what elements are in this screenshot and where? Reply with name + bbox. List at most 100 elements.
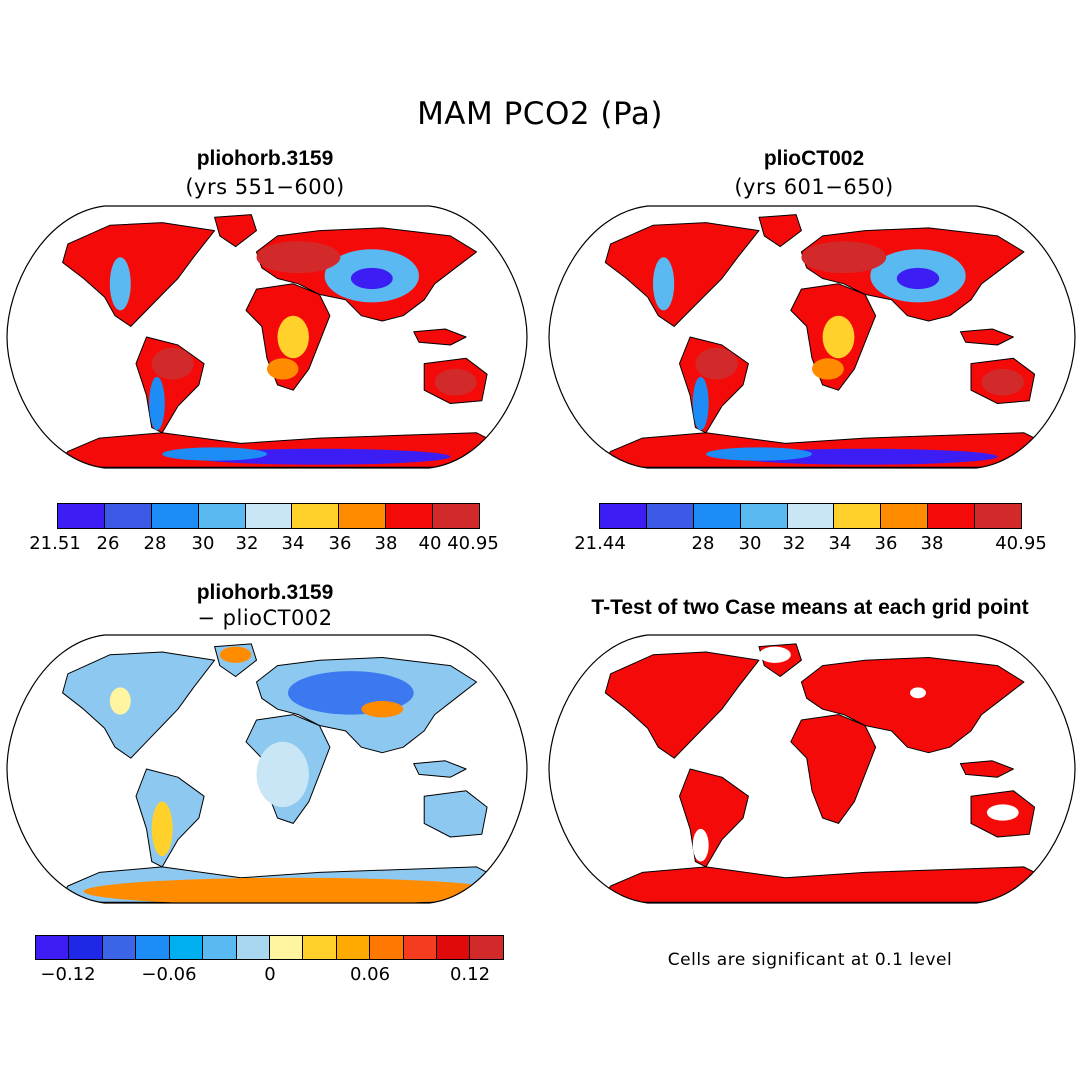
tibet-diff-region [361, 701, 404, 718]
colorbar-tick-label: 40.95 [995, 533, 1047, 554]
rockies-region [109, 257, 131, 311]
landmass-australia [423, 790, 488, 838]
landmass-indonesia [959, 328, 1014, 346]
colorbar-swatch [881, 504, 929, 528]
colorbar-ticks-top-left: 21.51 26 28 30 32 34 36 38 40 40.95 [0, 533, 540, 559]
colorbar-tick-label: 26 [96, 533, 120, 554]
antarctic-diff-region [83, 877, 503, 903]
east-africa-region [277, 315, 309, 359]
colorbar-bottom-left [35, 935, 504, 960]
colorbar-top-left [57, 503, 480, 529]
colorbar-swatch [834, 504, 882, 528]
colorbar-swatch [370, 936, 404, 959]
colorbar-tick-label: 36 [874, 533, 898, 554]
landmass-indonesia [413, 760, 467, 778]
australia-interior [434, 368, 477, 396]
andes-nonsig [692, 828, 709, 862]
amazon-region [151, 347, 194, 380]
landmass-greenland [758, 214, 802, 248]
colorbar-tick-label: −0.12 [40, 964, 96, 985]
colorbar-tick-label: 38 [374, 533, 398, 554]
australia-interior [981, 368, 1024, 396]
landmass-eurasia [800, 657, 1025, 754]
colorbar-tick-label: 38 [920, 533, 944, 554]
south-africa-region [812, 358, 844, 380]
colorbar-swatch [236, 936, 270, 959]
colorbar-swatch [36, 936, 70, 959]
colorbar-tick-label: 0.12 [449, 964, 491, 985]
colorbar-swatch [403, 936, 438, 959]
landmass-northAmerica [604, 651, 760, 759]
colorbar-swatch [69, 936, 103, 959]
colorbar-swatch [151, 504, 199, 528]
andes-region [149, 376, 165, 431]
landmass-northAmerica [604, 222, 760, 327]
east-africa-region [822, 315, 855, 359]
figure-title: MAM PCO2 (Pa) [417, 96, 663, 132]
panel-title-top-left: pliohorb.3159 [196, 147, 334, 170]
map-top-right [548, 205, 1076, 469]
colorbar-tick-label: 21.44 [574, 533, 626, 554]
colorbar-tick-label: 32 [782, 533, 806, 554]
map-bottom-right [548, 634, 1076, 904]
tibet-core-region [350, 267, 393, 290]
colorbar-tick-label: 28 [691, 533, 715, 554]
colorbar-ticks-top-right: 21.44 28 30 32 34 36 38 40.95 [540, 533, 1080, 559]
colorbar-tick-label: 34 [828, 533, 852, 554]
colorbar-tick-label: 36 [328, 533, 352, 554]
siberia-region [256, 241, 341, 274]
colorbar-swatch [104, 504, 152, 528]
colorbar-tick-label: 40 [418, 533, 442, 554]
map-top-left [6, 205, 528, 469]
colorbar-tick-label: 30 [191, 533, 215, 554]
map-frame [6, 634, 528, 904]
colorbar-tick-label: 28 [143, 533, 167, 554]
colorbar-swatch [339, 504, 387, 528]
colorbar-ticks-bottom-left: −0.12 −0.06 0 0.06 0.12 [0, 964, 540, 990]
colorbar-swatch [433, 504, 480, 528]
colorbar-swatch [975, 504, 1022, 528]
colorbar-tick-label: 40.95 [447, 533, 499, 554]
africa-diff-region [256, 741, 309, 808]
colorbar-swatch [693, 504, 741, 528]
colorbar-swatch [136, 936, 170, 959]
colorbar-swatch [437, 936, 471, 959]
colorbar-tick-label: 32 [235, 533, 259, 554]
colorbar-tick-label: 34 [281, 533, 305, 554]
colorbar-tick-label: 0.06 [349, 964, 391, 985]
landmass-northAmerica [62, 222, 216, 327]
landmass-africa [790, 714, 877, 824]
panel-title-bottom-left: pliohorb.3159 [196, 581, 334, 604]
significance-note: Cells are significant at 0.1 level [667, 950, 953, 970]
rockies-region [653, 257, 675, 311]
greenland-nonsig [759, 646, 791, 663]
colorbar-top-right [599, 503, 1022, 529]
colorbar-swatch [292, 504, 340, 528]
siberia-region [801, 241, 887, 274]
colorbar-swatch [58, 504, 105, 528]
tibet-core-region [896, 267, 940, 290]
colorbar-swatch [600, 504, 647, 528]
map-frame [548, 634, 1076, 904]
panel-subtitle-top-left: (yrs 551−600) [185, 175, 345, 199]
map-bottom-left [6, 634, 528, 904]
landmass-indonesia [413, 328, 467, 346]
colorbar-swatch [245, 504, 293, 528]
map-frame [6, 205, 528, 469]
antarctic-west [162, 447, 267, 461]
colorbar-swatch [787, 504, 835, 528]
colorbar-swatch [102, 936, 137, 959]
panel-title-top-right: plioCT002 [763, 147, 865, 170]
landmass-greenland [214, 214, 257, 248]
antarctic-west [706, 447, 812, 461]
andes-region [692, 376, 709, 431]
panel-title-bottom-right: T-Test of two Case means at each grid po… [591, 596, 1029, 619]
colorbar-swatch [336, 936, 371, 959]
andes-diff-region [151, 801, 173, 857]
colorbar-swatch [198, 504, 246, 528]
australia-nonsig [986, 804, 1019, 821]
panel-subtitle-top-right: (yrs 601−650) [734, 175, 894, 199]
colorbar-swatch [928, 504, 976, 528]
colorbar-swatch [303, 936, 337, 959]
colorbar-tick-label: 0 [264, 964, 276, 985]
